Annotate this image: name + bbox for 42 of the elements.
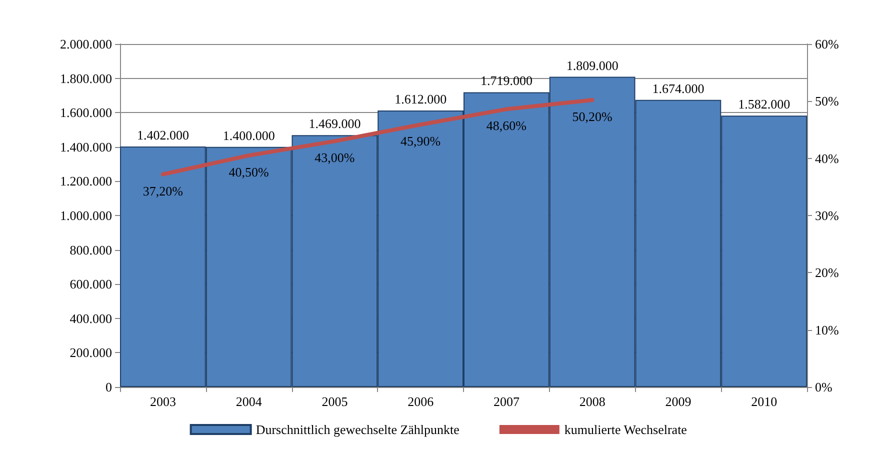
data-label: 1.400.000 [222, 128, 275, 143]
data-label: 48,60% [486, 118, 527, 134]
y2-tick-label: 50% [815, 94, 839, 109]
x-tick-label: 2007 [493, 394, 520, 409]
y-tick-label: 400.000 [70, 310, 112, 326]
y-tick-label: 0 [106, 380, 112, 394]
legend-label: Durschnittlich gewechselte Zählpunkte [256, 422, 460, 437]
y-tick-label: 200.000 [70, 345, 112, 360]
data-label: 50,20% [572, 109, 613, 124]
y-tick-label: 800.000 [70, 242, 112, 258]
data-label: 1.809.000 [566, 58, 618, 73]
x-tick-label: 2005 [322, 394, 348, 409]
y-tick-label: 1.000.000 [60, 208, 112, 223]
y2-tick-label: 10% [815, 322, 839, 338]
data-label: 1.719.000 [480, 73, 532, 88]
x-tick-label: 2004 [236, 394, 262, 409]
data-label: 43,00% [314, 150, 355, 166]
legend-label: kumulierte Wechselrate [564, 422, 688, 437]
data-label: 1.469.000 [308, 116, 361, 132]
data-label: 1.612.000 [394, 92, 447, 107]
data-label: 1.402.000 [136, 128, 189, 143]
y-tick-label: 1.600.000 [60, 105, 112, 120]
y-tick-label: 600.000 [70, 276, 112, 292]
x-tick-label: 2008 [579, 394, 606, 409]
y-tick-label: 2.000.000 [60, 36, 112, 52]
data-label: 1.674.000 [652, 80, 704, 96]
y-tick-label: 1.800.000 [60, 70, 112, 86]
y2-tick-label: 60% [815, 36, 839, 52]
y-tick-label: 1.200.000 [60, 174, 112, 189]
y-tick-label: 1.400.000 [60, 139, 112, 154]
data-label: 1.582.000 [738, 96, 790, 112]
x-tick-label: 2006 [408, 394, 434, 409]
y2-tick-label: 20% [815, 265, 839, 280]
y2-tick-label: 0% [815, 380, 832, 394]
x-tick-label: 2009 [665, 394, 692, 409]
x-tick-label: 2003 [150, 394, 176, 409]
data-label: 45,90% [400, 134, 441, 149]
data-label: 40,50% [228, 164, 270, 180]
y2-tick-label: 40% [815, 150, 839, 166]
x-tick-label: 2010 [751, 394, 778, 409]
data-label: 37,20% [142, 183, 184, 198]
y2-tick-label: 30% [815, 208, 839, 223]
